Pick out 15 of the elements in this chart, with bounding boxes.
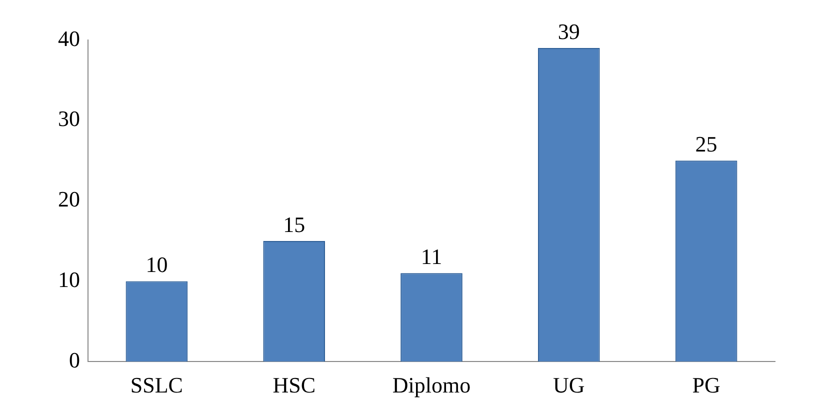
data-label: 39 xyxy=(558,18,580,44)
x-tick-label: PG xyxy=(692,372,720,398)
data-label: 10 xyxy=(146,252,168,277)
x-tick-label: UG xyxy=(553,372,585,398)
data-label: 11 xyxy=(420,244,442,269)
y-tick-label: 40 xyxy=(58,26,80,51)
x-tick-label: HSC xyxy=(272,372,316,398)
y-tick-label: 0 xyxy=(69,347,80,372)
y-tick-label: 20 xyxy=(58,186,80,212)
x-tick-label: Diplomo xyxy=(392,372,471,398)
data-label: 25 xyxy=(695,131,718,156)
y-tick-label: 10 xyxy=(58,266,80,292)
x-tick-label: SSLC xyxy=(130,372,183,398)
data-label: 15 xyxy=(283,212,306,237)
y-tick-label: 30 xyxy=(58,106,80,132)
